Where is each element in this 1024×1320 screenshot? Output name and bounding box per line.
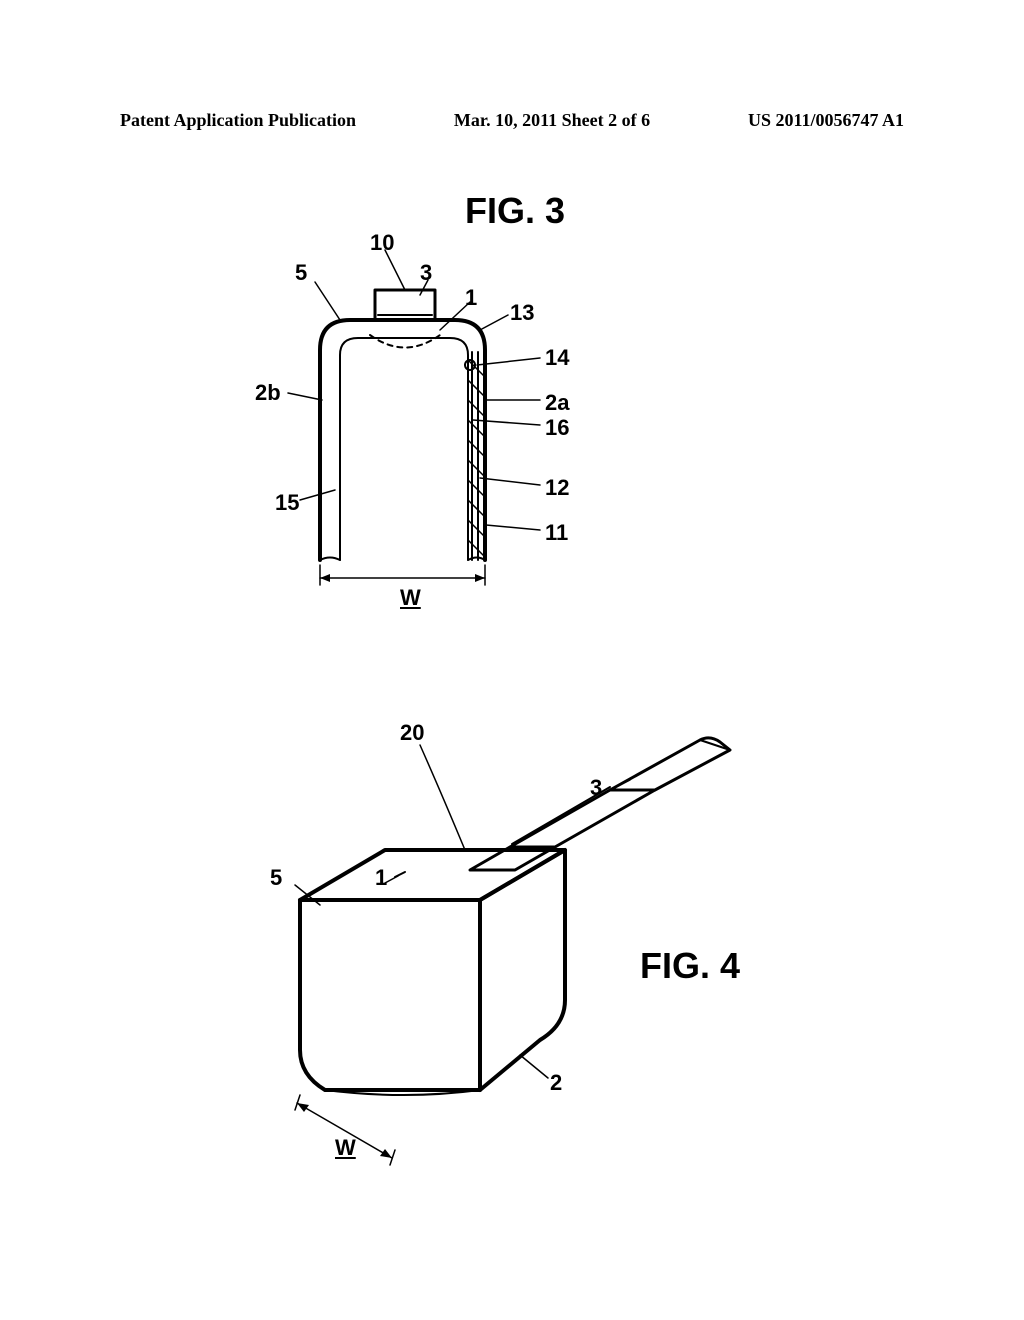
figure-area: FIG. 3 — [0, 0, 1024, 1320]
fig4-label-1: 1 — [375, 865, 387, 891]
fig4-label-5: 5 — [270, 865, 282, 891]
fig4-drawing — [0, 0, 1024, 1320]
fig4-label-3: 3 — [590, 775, 602, 801]
fig4-label-2: 2 — [550, 1070, 562, 1096]
fig4-label-20: 20 — [400, 720, 424, 746]
fig4-dim-w: W — [335, 1135, 356, 1161]
